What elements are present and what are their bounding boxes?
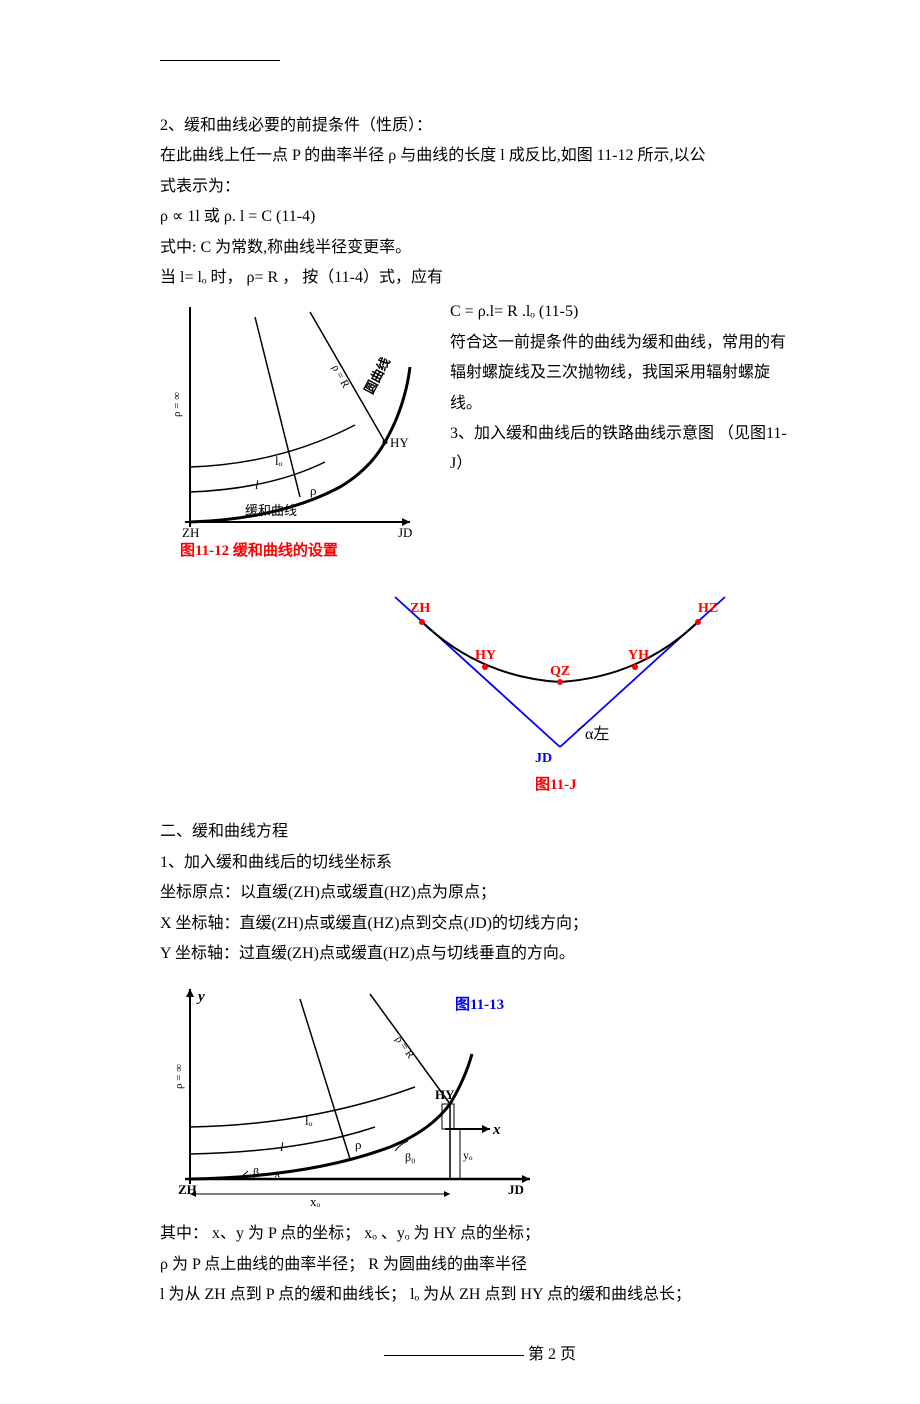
para-2-heading: 2、缓和曲线必要的前提条件（性质）：	[160, 111, 800, 141]
fig1113-beta-label: β	[253, 1165, 259, 1179]
para-2-body-b: 式表示为：	[160, 172, 800, 202]
formula-11-5: C = ρ.l= R .lₒ (11-5)	[450, 297, 800, 327]
footer-rule	[384, 1355, 524, 1356]
fig1112-huan-label: 缓和曲线	[245, 503, 297, 518]
fig1113-jd-label: JD	[508, 1182, 524, 1197]
fig1113-y-label: y	[196, 989, 205, 1005]
fig11j-zh-label: ZH	[410, 601, 430, 616]
fig11j-alpha-label: α左	[585, 725, 609, 743]
section-2-y-axis: Y 坐标轴：过直缓(ZH)点或缓直(HZ)点与切线垂直的方向。	[160, 939, 800, 969]
para-2-body-a: 在此曲线上任一点 P 的曲率半径 ρ 与曲线的长度 l 成反比,如图 11-12…	[160, 141, 800, 171]
fig11j-yh-label: YH	[628, 648, 649, 663]
fig1113-beta0-label: β₀	[405, 1150, 415, 1164]
spiral-explanation: 符合这一前提条件的曲线为缓和曲线，常用的有辐射螺旋线及三次抛物线，我国采用辐射螺…	[450, 328, 800, 419]
fig11j-hz-label: HZ	[698, 601, 718, 616]
fig1112-inf-label: ρ = ∞	[171, 392, 183, 417]
section-2-heading: 二、缓和曲线方程	[160, 817, 800, 847]
fig1113-lo-label: lₒ	[305, 1113, 313, 1128]
figure-11-12-row: ZH JD HY lₒ l ρ 缓和曲线 圆曲线 ρ = R ρ = ∞ 图11…	[160, 297, 800, 557]
section-3-line-2: ρ 为 P 点上曲线的曲率半径； R 为圆曲线的曲率半径	[160, 1250, 800, 1280]
fig1113-l-label: l	[280, 1139, 284, 1154]
fig1113-hy-label: HY	[435, 1087, 455, 1102]
fig1113-xv-label: x	[274, 1166, 281, 1180]
fig1113-x-label: x	[492, 1122, 501, 1138]
figure-11-12: ZH JD HY lₒ l ρ 缓和曲线 圆曲线 ρ = R ρ = ∞ 图11…	[160, 297, 430, 557]
para-formula-11-4: ρ ∝ 1l 或 ρ. l = C (11-4)	[160, 202, 800, 232]
fig11j-hy-label: HY	[475, 648, 496, 663]
para-3-heading: 3、加入缓和曲线后的铁路曲线示意图 （见图11-J）	[450, 419, 800, 480]
fig1113-zh-label: ZH	[178, 1182, 197, 1197]
fig1112-zh-label: ZH	[182, 525, 199, 540]
para-constant-def: 式中: C 为常数,称曲线半径变更率。	[160, 233, 800, 263]
fig1113-x0-label: xₒ	[310, 1194, 321, 1209]
section-2-x-axis: X 坐标轴：直缓(ZH)点或缓直(HZ)点到交点(JD)的切线方向；	[160, 909, 800, 939]
fig1113-y0-label: yₒ	[463, 1148, 473, 1162]
page-number: 第 2 页	[528, 1346, 576, 1363]
header-rule	[160, 60, 280, 61]
fig1112-jd-label: JD	[398, 525, 412, 540]
figure-11-j: ZH HY QZ YH HZ JD α左 图11-J	[380, 567, 800, 797]
figure-11-13: y x ZH JD HY lₒ l ρ xₒ yₒ x β β₀ ρ = ∞ ρ…	[160, 979, 800, 1209]
section-3-line-1: 其中： x、y 为 P 点的坐标； xₒ 、yₒ 为 HY 点的坐标；	[160, 1219, 800, 1249]
fig1112-lo-label: lₒ	[275, 453, 283, 468]
fig11j-qz-label: QZ	[550, 664, 570, 679]
para-when-l-lo: 当 l= lₒ 时， ρ= R ， 按（11-4）式，应有	[160, 263, 800, 293]
fig1112-l-label: l	[255, 477, 259, 492]
section-3-line-3: l 为从 ZH 点到 P 点的缓和曲线长； lₒ 为从 ZH 点到 HY 点的缓…	[160, 1280, 800, 1310]
document-page: 2、缓和曲线必要的前提条件（性质）： 在此曲线上任一点 P 的曲率半径 ρ 与曲…	[0, 0, 920, 1404]
fig1112-d-label: ρ = R	[329, 363, 351, 391]
section-2-origin: 坐标原点：以直缓(ZH)点或缓直(HZ)点为原点；	[160, 878, 800, 908]
fig1113-caption: 图11-13	[455, 996, 504, 1013]
fig1113-rho-label: ρ	[355, 1137, 362, 1152]
page-footer: 第 2 页	[160, 1340, 800, 1364]
fig1113-inf-label: ρ = ∞	[173, 1064, 185, 1089]
fig1112-caption: 图11-12 缓和曲线的设置	[180, 541, 338, 557]
figure-11-12-side-text: C = ρ.l= R .lₒ (11-5) 符合这一前提条件的曲线为缓和曲线，常…	[450, 297, 800, 479]
fig1112-hy-label: HY	[390, 435, 409, 450]
fig1112-yuan-label: 圆曲线	[361, 355, 393, 396]
section-2-item-1: 1、加入缓和曲线后的切线坐标系	[160, 848, 800, 878]
fig11j-caption: 图11-J	[535, 776, 577, 793]
fig11j-jd-label: JD	[535, 751, 552, 766]
fig1112-rho-label: ρ	[310, 483, 317, 498]
fig1113-dr-label: ρ = R	[393, 1034, 417, 1062]
